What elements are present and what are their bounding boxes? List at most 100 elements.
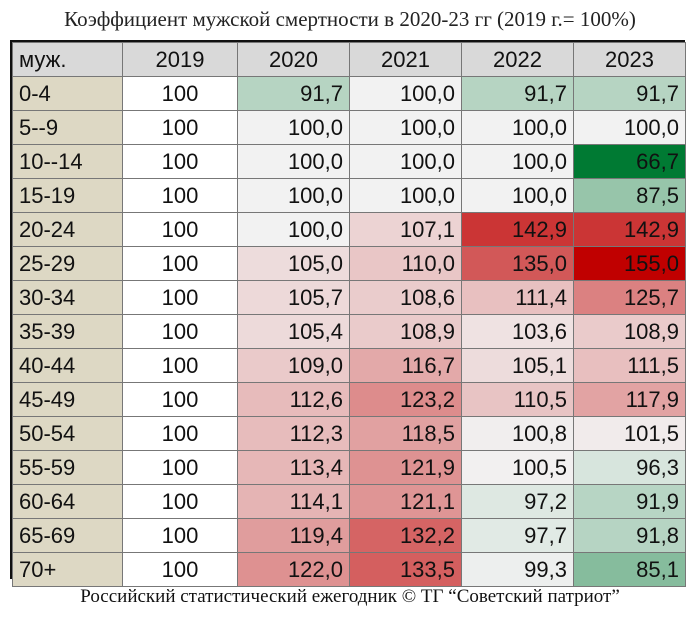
heatmap-cell: 121,1 (349, 484, 462, 519)
heatmap-cell: 97,2 (461, 484, 574, 519)
base-value-cell: 100 (122, 280, 238, 315)
heatmap-cell: 91,7 (573, 76, 686, 111)
heatmap-cell: 101,5 (573, 416, 686, 451)
heatmap-cell: 100,0 (461, 110, 574, 145)
age-group-label: 30-34 (12, 280, 123, 315)
heatmap-cell: 100,8 (461, 416, 574, 451)
heatmap-cell: 117,9 (573, 382, 686, 417)
heatmap-cell: 135,0 (461, 246, 574, 281)
heatmap-cell: 66,7 (573, 144, 686, 179)
source-footer: Российский статистический ежегодник © ТГ… (80, 586, 620, 607)
table-row: 65-69 100 119,4 132,2 97,7 91,8 (12, 518, 686, 553)
age-group-label: 10--14 (12, 144, 123, 179)
heatmap-cell: 123,2 (349, 382, 462, 417)
heatmap-cell: 100,5 (461, 450, 574, 485)
heatmap-cell: 125,7 (573, 280, 686, 315)
table-row: 20-24 100 100,0 107,1 142,9 142,9 (12, 212, 686, 247)
column-header: 2019 (122, 42, 238, 77)
table-row: 25-29 100 105,0 110,0 135,0 155,0 (12, 246, 686, 281)
heatmap-cell: 91,8 (573, 518, 686, 553)
column-header: 2023 (573, 42, 686, 77)
heatmap-cell: 112,6 (237, 382, 350, 417)
base-value-cell: 100 (122, 416, 238, 451)
table-row: 0-4 100 91,7 100,0 91,7 91,7 (12, 76, 686, 111)
heatmap-cell: 100,0 (349, 144, 462, 179)
table-row: 40-44 100 109,0 116,7 105,1 111,5 (12, 348, 686, 383)
heatmap-cell: 110,5 (461, 382, 574, 417)
table-row: 50-54 100 112,3 118,5 100,8 101,5 (12, 416, 686, 451)
heatmap-cell: 100,0 (349, 178, 462, 213)
heatmap-cell: 112,3 (237, 416, 350, 451)
heatmap-cell: 100,0 (461, 178, 574, 213)
base-value-cell: 100 (122, 518, 238, 553)
heatmap-cell: 91,7 (461, 76, 574, 111)
heatmap-cell: 100,0 (237, 178, 350, 213)
base-value-cell: 100 (122, 484, 238, 519)
base-value-cell: 100 (122, 212, 238, 247)
chart-title: Коэффициент мужской смертности в 2020-23… (64, 7, 636, 31)
table-row: 55-59 100 113,4 121,9 100,5 96,3 (12, 450, 686, 485)
heatmap-cell: 110,0 (349, 246, 462, 281)
column-header: 2020 (237, 42, 350, 77)
heatmap-cell: 97,7 (461, 518, 574, 553)
heatmap-cell: 113,4 (237, 450, 350, 485)
heatmap-cell: 87,5 (573, 178, 686, 213)
table-row: 10--14 100 100,0 100,0 100,0 66,7 (12, 144, 686, 179)
age-group-label: 35-39 (12, 314, 123, 349)
base-value-cell: 100 (122, 178, 238, 213)
heatmap-cell: 85,1 (573, 552, 686, 587)
base-value-cell: 100 (122, 110, 238, 145)
heatmap-cell: 119,4 (237, 518, 350, 553)
heatmap-cell: 105,1 (461, 348, 574, 383)
heatmap-cell: 99,3 (461, 552, 574, 587)
heatmap-cell: 91,9 (573, 484, 686, 519)
heatmap-cell: 121,9 (349, 450, 462, 485)
heatmap-cell: 132,2 (349, 518, 462, 553)
table-row: 35-39 100 105,4 108,9 103,6 108,9 (12, 314, 686, 349)
age-group-label: 5--9 (12, 110, 123, 145)
age-group-label: 70+ (12, 552, 123, 587)
heatmap-cell: 105,4 (237, 314, 350, 349)
heatmap-cell: 107,1 (349, 212, 462, 247)
heatmap-cell: 100,0 (237, 110, 350, 145)
heatmap-cell: 118,5 (349, 416, 462, 451)
column-header: 2022 (461, 42, 574, 77)
heatmap-cell: 142,9 (573, 212, 686, 247)
column-header: 2021 (349, 42, 462, 77)
base-value-cell: 100 (122, 314, 238, 349)
heatmap-cell: 142,9 (461, 212, 574, 247)
base-value-cell: 100 (122, 450, 238, 485)
heatmap-cell: 122,0 (237, 552, 350, 587)
age-group-label: 20-24 (12, 212, 123, 247)
heatmap-cell: 100,0 (237, 212, 350, 247)
heatmap-cell: 111,5 (573, 348, 686, 383)
age-group-label: 55-59 (12, 450, 123, 485)
heatmap-cell: 155,0 (573, 246, 686, 281)
heatmap-cell: 96,3 (573, 450, 686, 485)
heatmap-cell: 108,9 (349, 314, 462, 349)
age-group-label: 45-49 (12, 382, 123, 417)
table-body: 0-4 100 91,7 100,0 91,7 91,7 5--9 100 100,0 100,0… (12, 76, 686, 587)
table-row: 5--9 100 100,0 100,0 100,0 100,0 (12, 110, 686, 145)
table-row: 30-34 100 105,7 108,6 111,4 125,7 (12, 280, 686, 315)
table-row: 70+ 100 122,0 133,5 99,3 85,1 (12, 552, 686, 587)
heatmap-cell: 105,7 (237, 280, 350, 315)
heatmap-cell: 100,0 (349, 76, 462, 111)
heatmap-cell: 100,0 (349, 110, 462, 145)
base-value-cell: 100 (122, 382, 238, 417)
age-group-label: 50-54 (12, 416, 123, 451)
corner-label: муж. (12, 42, 123, 77)
age-group-label: 0-4 (12, 76, 123, 111)
heatmap-cell: 100,0 (461, 144, 574, 179)
heatmap-cell: 100,0 (237, 144, 350, 179)
heatmap-cell: 133,5 (349, 552, 462, 587)
heatmap-cell: 109,0 (237, 348, 350, 383)
heatmap-cell: 108,6 (349, 280, 462, 315)
age-group-label: 40-44 (12, 348, 123, 383)
base-value-cell: 100 (122, 348, 238, 383)
heatmap-cell: 100,0 (573, 110, 686, 145)
age-group-label: 15-19 (12, 178, 123, 213)
heatmap-cell: 111,4 (461, 280, 574, 315)
heatmap-cell: 108,9 (573, 314, 686, 349)
base-value-cell: 100 (122, 246, 238, 281)
